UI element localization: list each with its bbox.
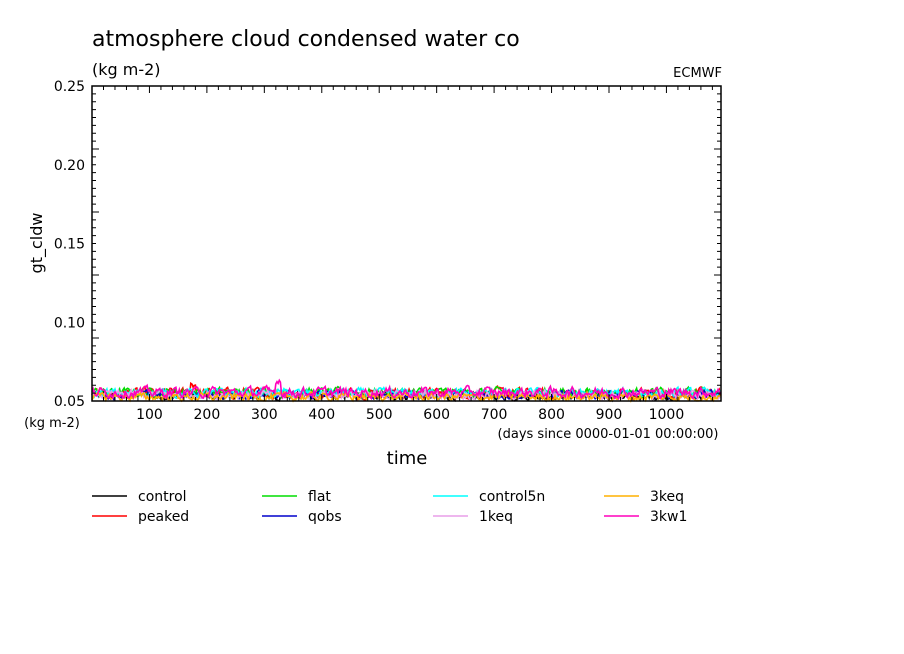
- y-tick-label: 0.20: [54, 158, 85, 174]
- y-axis: 0.05 0.10 0.15 0.20 0.25: [54, 79, 721, 410]
- x-axis-label: time: [387, 448, 428, 469]
- x-tick-label: 800: [538, 407, 565, 423]
- x-tick-label: 900: [596, 407, 623, 423]
- x-unit-label: (days since 0000-01-01 00:00:00): [498, 427, 719, 442]
- y-tick-label: 0.05: [54, 394, 85, 410]
- x-tick-label: 700: [481, 407, 508, 423]
- legend-label-qobs: qobs: [308, 509, 342, 525]
- series-layer: [91, 378, 722, 403]
- chart-title: atmosphere cloud condensed water co: [92, 27, 520, 52]
- legend-label-flat: flat: [308, 489, 331, 505]
- chart-units: (kg m-2): [92, 60, 161, 79]
- y-unit-label: (kg m-2): [24, 416, 80, 431]
- x-axis: 100 200 300 400 500 600 700 800 900 1000: [102, 86, 713, 423]
- x-tick-label: 100: [136, 407, 163, 423]
- y-axis-label: gt_cldw: [27, 213, 47, 274]
- x-tick-label: 600: [423, 407, 450, 423]
- y-tick-label: 0.25: [54, 79, 85, 95]
- y-tick-label: 0.10: [54, 315, 85, 331]
- x-tick-label: 400: [308, 407, 335, 423]
- legend-label-3keq: 3keq: [650, 489, 684, 505]
- plot-frame: [91, 85, 722, 402]
- legend-label-1keq: 1keq: [479, 509, 513, 525]
- legend-label-3kw1: 3kw1: [650, 509, 687, 525]
- legend-label-control5n: control5n: [479, 489, 545, 505]
- source-label: ECMWF: [673, 66, 722, 81]
- x-tick-label: 1000: [649, 407, 685, 423]
- series-line-3kw1: [91, 378, 722, 401]
- x-tick-label: 200: [194, 407, 221, 423]
- legend-label-peaked: peaked: [138, 509, 189, 525]
- x-tick-label: 500: [366, 407, 393, 423]
- legend-label-control: control: [138, 489, 187, 505]
- y-tick-label: 0.15: [54, 237, 85, 253]
- x-tick-label: 300: [251, 407, 278, 423]
- legend: control peaked flat qobs control5n 1keq 3keq 3k…: [92, 489, 687, 525]
